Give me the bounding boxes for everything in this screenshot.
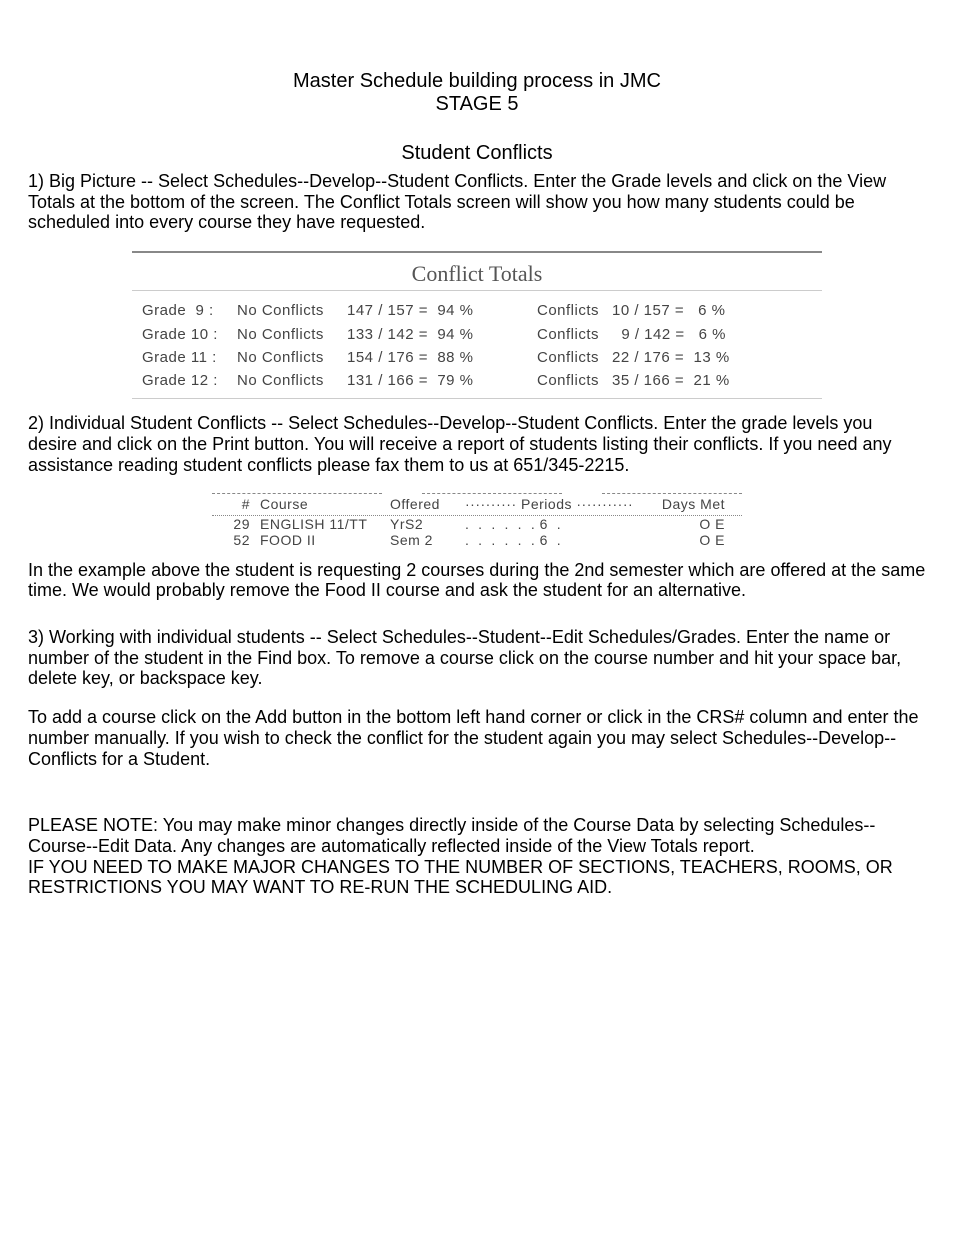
course-row: 29ENGLISH 11/TTYrS2. . . . . . 6 .O E — [212, 516, 742, 532]
col-num: # — [212, 496, 260, 512]
course-num: 52 — [212, 532, 260, 548]
conflict-row: Grade 9 :No Conflicts147 / 157 = 94 %Con… — [132, 299, 822, 322]
grade-label: Grade 12 : — [142, 372, 237, 389]
course-table-header: # Course Offered ·········· Periods ····… — [212, 494, 742, 515]
conflicts-value: 35 / 166 = 21 % — [612, 372, 812, 389]
paragraph-6: PLEASE NOTE: You may make minor changes … — [28, 815, 926, 856]
conflict-row: Grade 10 :No Conflicts133 / 142 = 94 %Co… — [132, 323, 822, 346]
course-offered: YrS2 — [390, 516, 465, 532]
subtitle: Student Conflicts — [28, 142, 926, 165]
no-conflicts-value: 154 / 176 = 88 % — [347, 349, 537, 366]
course-periods: . . . . . . 6 . — [465, 532, 655, 548]
paragraph-1: 1) Big Picture -- Select Schedules--Deve… — [28, 171, 926, 233]
course-num: 29 — [212, 516, 260, 532]
course-offered: Sem 2 — [390, 532, 465, 548]
paragraph-5: To add a course click on the Add button … — [28, 707, 926, 769]
paragraph-2: 2) Individual Student Conflicts -- Selec… — [28, 413, 926, 475]
title-line-2: STAGE 5 — [28, 93, 926, 116]
course-periods: . . . . . . 6 . — [465, 516, 655, 532]
grade-label: Grade 10 : — [142, 326, 237, 343]
conflicts-label: Conflicts — [537, 326, 612, 343]
conflict-totals-box: Conflict Totals Grade 9 :No Conflicts147… — [132, 251, 822, 399]
col-days: Days Met — [655, 496, 725, 512]
paragraph-4: 3) Working with individual students -- S… — [28, 627, 926, 689]
no-conflicts-label: No Conflicts — [237, 372, 347, 389]
no-conflicts-label: No Conflicts — [237, 326, 347, 343]
conflicts-value: 9 / 142 = 6 % — [612, 326, 812, 343]
no-conflicts-value: 133 / 142 = 94 % — [347, 326, 537, 343]
conflicts-label: Conflicts — [537, 302, 612, 319]
course-name: ENGLISH 11/TT — [260, 516, 390, 532]
conflicts-label: Conflicts — [537, 349, 612, 366]
title-line-1: Master Schedule building process in JMC — [28, 70, 926, 93]
paragraph-3: In the example above the student is requ… — [28, 560, 926, 601]
conflicts-value: 10 / 157 = 6 % — [612, 302, 812, 319]
grade-label: Grade 11 : — [142, 349, 237, 366]
course-conflict-table: # Course Offered ·········· Periods ····… — [212, 493, 742, 547]
conflicts-value: 22 / 176 = 13 % — [612, 349, 812, 366]
col-course: Course — [260, 496, 390, 512]
col-offered: Offered — [390, 496, 465, 512]
course-row: 52FOOD IISem 2. . . . . . 6 .O E — [212, 532, 742, 548]
conflict-totals-title: Conflict Totals — [132, 255, 822, 291]
conflicts-label: Conflicts — [537, 372, 612, 389]
course-name: FOOD II — [260, 532, 390, 548]
no-conflicts-label: No Conflicts — [237, 349, 347, 366]
paragraph-7: IF YOU NEED TO MAKE MAJOR CHANGES TO THE… — [28, 857, 926, 898]
no-conflicts-value: 131 / 166 = 79 % — [347, 372, 537, 389]
col-periods: ·········· Periods ··········· — [465, 496, 655, 512]
course-days: O E — [655, 516, 725, 532]
conflict-row: Grade 12 :No Conflicts131 / 166 = 79 %Co… — [132, 369, 822, 392]
no-conflicts-label: No Conflicts — [237, 302, 347, 319]
course-days: O E — [655, 532, 725, 548]
no-conflicts-value: 147 / 157 = 94 % — [347, 302, 537, 319]
grade-label: Grade 9 : — [142, 302, 237, 319]
conflict-row: Grade 11 :No Conflicts154 / 176 = 88 %Co… — [132, 346, 822, 369]
